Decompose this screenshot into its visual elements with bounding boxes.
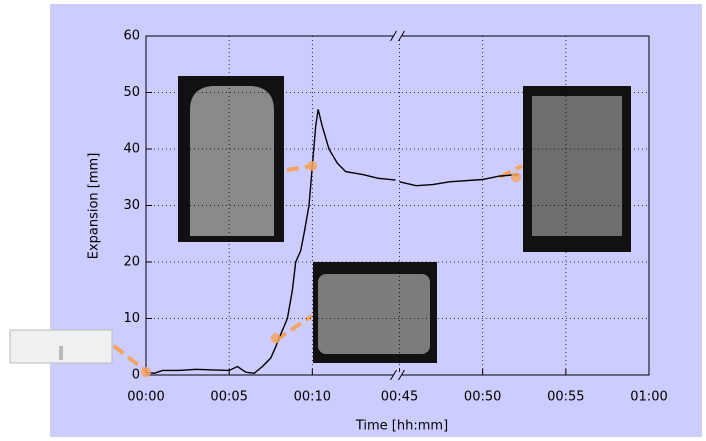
photo-detail xyxy=(59,346,63,360)
axis-break-gap xyxy=(393,33,402,39)
y-tick-label: 20 xyxy=(123,255,140,270)
x-tick-label: 00:50 xyxy=(464,390,501,405)
highlight-point xyxy=(307,160,318,171)
x-tick-label: 01:00 xyxy=(630,390,667,405)
x-axis-label: Time [hh:mm] xyxy=(355,419,448,434)
y-tick-label: 50 xyxy=(123,85,140,100)
line xyxy=(399,173,520,187)
y-tick-label: 30 xyxy=(123,198,140,213)
photos xyxy=(9,76,631,364)
y-axis-label: Expansion [mm] xyxy=(87,153,102,260)
y-tick-label: 60 xyxy=(123,29,140,44)
highlight-point xyxy=(270,333,281,344)
axis-break xyxy=(398,30,405,42)
axis-break-gap xyxy=(393,372,402,378)
x-tick-label: 00:00 xyxy=(127,390,164,405)
y-tick-label: 0 xyxy=(132,368,140,383)
highlight-point xyxy=(141,367,151,378)
x-tick-label: 00:55 xyxy=(547,390,584,405)
x-tick-label: 00:05 xyxy=(210,390,247,405)
y-tick-label: 10 xyxy=(123,311,140,326)
connector xyxy=(112,344,148,373)
axis-break xyxy=(390,30,397,42)
photo-detail xyxy=(318,274,430,354)
connector xyxy=(274,314,314,342)
highlight-point xyxy=(510,172,521,183)
x-tick-label: 00:45 xyxy=(381,390,418,405)
y-tick-label: 40 xyxy=(123,142,140,157)
axis-break xyxy=(398,369,405,381)
photo-detail xyxy=(532,96,622,236)
line xyxy=(145,109,396,375)
axis-break xyxy=(390,369,397,381)
photo-detail xyxy=(190,86,274,236)
x-tick-label: 00:10 xyxy=(294,390,331,405)
